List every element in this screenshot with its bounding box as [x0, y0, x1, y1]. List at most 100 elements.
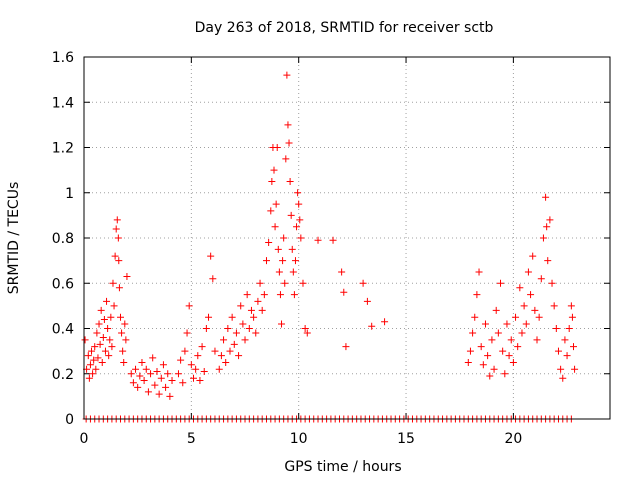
data-point [123, 272, 131, 280]
data-point [546, 216, 554, 224]
data-point [215, 365, 223, 373]
data-point [118, 329, 126, 337]
data-point [550, 302, 558, 310]
data-point [294, 189, 302, 197]
data-point [222, 358, 230, 366]
data-point [561, 336, 569, 344]
data-point [94, 354, 102, 362]
data-point [567, 302, 575, 310]
data-point [138, 358, 146, 366]
data-point [140, 377, 148, 385]
data-point [296, 216, 304, 224]
data-points [81, 71, 579, 423]
data-point [507, 336, 515, 344]
data-point [127, 370, 135, 378]
data-point [115, 284, 123, 292]
data-point [363, 297, 371, 305]
data-point [297, 234, 305, 242]
data-point [185, 302, 193, 310]
data-point [477, 343, 485, 351]
data-point [220, 336, 228, 344]
x-tick-label: 20 [504, 431, 522, 447]
data-point [531, 306, 539, 314]
data-point [289, 268, 297, 276]
data-point [340, 288, 348, 296]
data-point [329, 236, 337, 244]
data-point [288, 245, 296, 253]
y-tick-label: 0 [65, 412, 74, 428]
data-point [501, 370, 509, 378]
data-point [247, 306, 255, 314]
data-point [179, 379, 187, 387]
data-point [86, 361, 94, 369]
data-point [265, 239, 273, 247]
y-tick-label: 0.8 [52, 231, 74, 247]
data-point [568, 313, 576, 321]
data-point [258, 306, 266, 314]
data-point [177, 356, 185, 364]
data-point [107, 313, 115, 321]
data-point [286, 177, 294, 185]
data-point [228, 313, 236, 321]
data-point [187, 361, 195, 369]
data-point [196, 377, 204, 385]
data-point [183, 329, 191, 337]
data-point [239, 320, 247, 328]
data-point [194, 352, 202, 360]
data-point [119, 347, 127, 355]
data-point [89, 370, 97, 378]
data-point [299, 279, 307, 287]
data-point [105, 352, 113, 360]
data-point [226, 347, 234, 355]
data-point [497, 279, 505, 287]
data-point [571, 365, 579, 373]
data-point [217, 352, 225, 360]
data-point [207, 252, 215, 260]
data-point [283, 71, 291, 79]
data-point [281, 279, 289, 287]
chart-title: Day 263 of 2018, SRMTID for receiver sct… [195, 20, 494, 36]
data-point [162, 383, 170, 391]
data-point [518, 329, 526, 337]
y-tick-label: 1 [65, 186, 74, 202]
data-point [254, 297, 262, 305]
data-point [563, 352, 571, 360]
data-point [471, 313, 479, 321]
data-point [492, 306, 500, 314]
data-point [522, 320, 530, 328]
data-point [287, 211, 295, 219]
data-point [293, 223, 301, 231]
plot-frame [83, 56, 611, 420]
x-tick-label: 15 [397, 431, 415, 447]
data-point [153, 367, 161, 375]
data-point [499, 347, 507, 355]
data-point [84, 352, 92, 360]
x-tick-label: 5 [187, 431, 196, 447]
data-point [142, 365, 150, 373]
data-point [270, 166, 278, 174]
data-point [539, 234, 547, 242]
data-point [159, 361, 167, 369]
data-point [106, 336, 114, 344]
data-point [144, 388, 152, 396]
data-point [529, 252, 537, 260]
data-point [103, 297, 111, 305]
data-point [90, 356, 98, 364]
data-point [484, 352, 492, 360]
data-point [121, 320, 129, 328]
data-point [120, 358, 128, 366]
data-point [95, 320, 103, 328]
data-point [109, 279, 117, 287]
data-point [543, 223, 551, 231]
data-point [224, 325, 232, 332]
data-point [108, 343, 116, 351]
data-point [268, 177, 276, 185]
x-axis-label: GPS time / hours [284, 459, 401, 475]
data-point [209, 275, 217, 283]
data-point [338, 268, 346, 276]
data-point [113, 216, 121, 224]
data-point [514, 343, 522, 351]
data-point [475, 268, 483, 276]
data-point [111, 252, 119, 260]
data-point [116, 313, 124, 321]
